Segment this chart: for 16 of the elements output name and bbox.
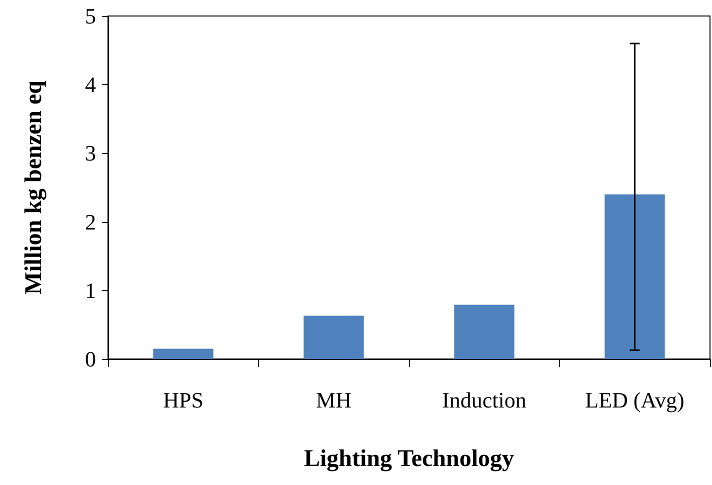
y-axis-title: Million kg benzen eq — [21, 80, 47, 295]
x-tick-label: HPS — [163, 388, 204, 412]
bar — [454, 304, 514, 359]
x-tick-label: Induction — [442, 388, 526, 412]
bar — [153, 348, 214, 359]
bar — [604, 194, 665, 359]
bar — [304, 316, 364, 359]
x-tick-label: MH — [316, 388, 352, 412]
x-axis-title: Lighting Technology — [304, 446, 514, 472]
x-tick-label: LED (Avg) — [585, 388, 684, 412]
y-tick-label: 1 — [85, 278, 96, 303]
y-tick-label: 5 — [85, 4, 96, 28]
y-tick-label: 3 — [85, 140, 96, 166]
y-tick-label: 4 — [85, 72, 96, 98]
y-tick-label: 0 — [85, 346, 96, 372]
y-tick-label: 2 — [85, 209, 96, 234]
